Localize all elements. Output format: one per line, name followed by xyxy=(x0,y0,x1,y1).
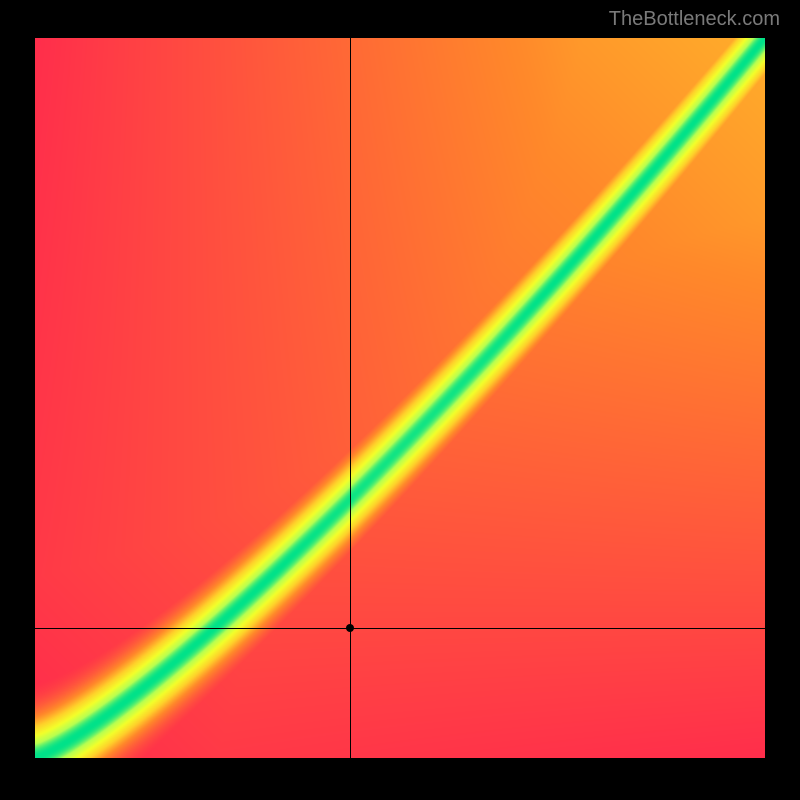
crosshair-marker xyxy=(346,624,354,632)
heatmap-canvas xyxy=(35,38,765,758)
crosshair-horizontal xyxy=(35,628,765,629)
watermark-text: TheBottleneck.com xyxy=(609,8,780,31)
heatmap-plot xyxy=(35,38,765,758)
crosshair-vertical xyxy=(350,38,351,758)
